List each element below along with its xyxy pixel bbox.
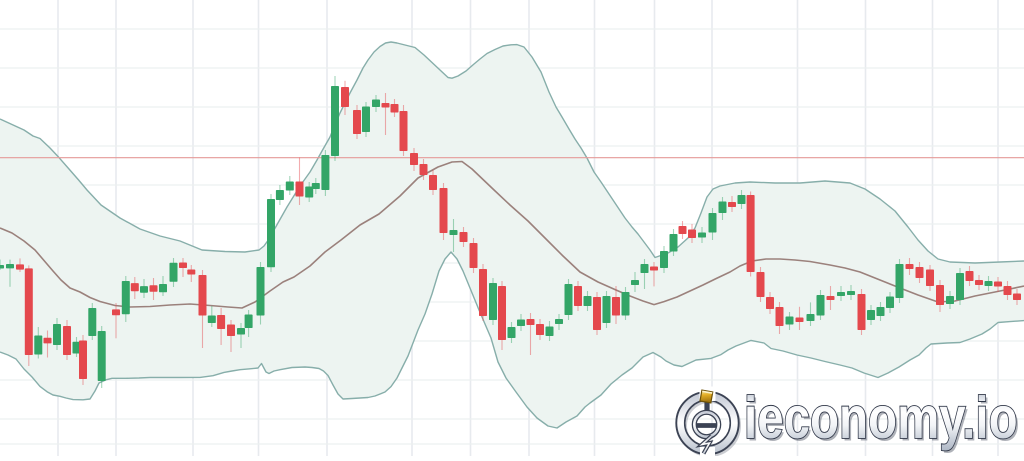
svg-text:ieconomy.io: ieconomy.io <box>746 389 1020 454</box>
svg-text:ieconomy.io: ieconomy.io <box>744 386 1018 451</box>
